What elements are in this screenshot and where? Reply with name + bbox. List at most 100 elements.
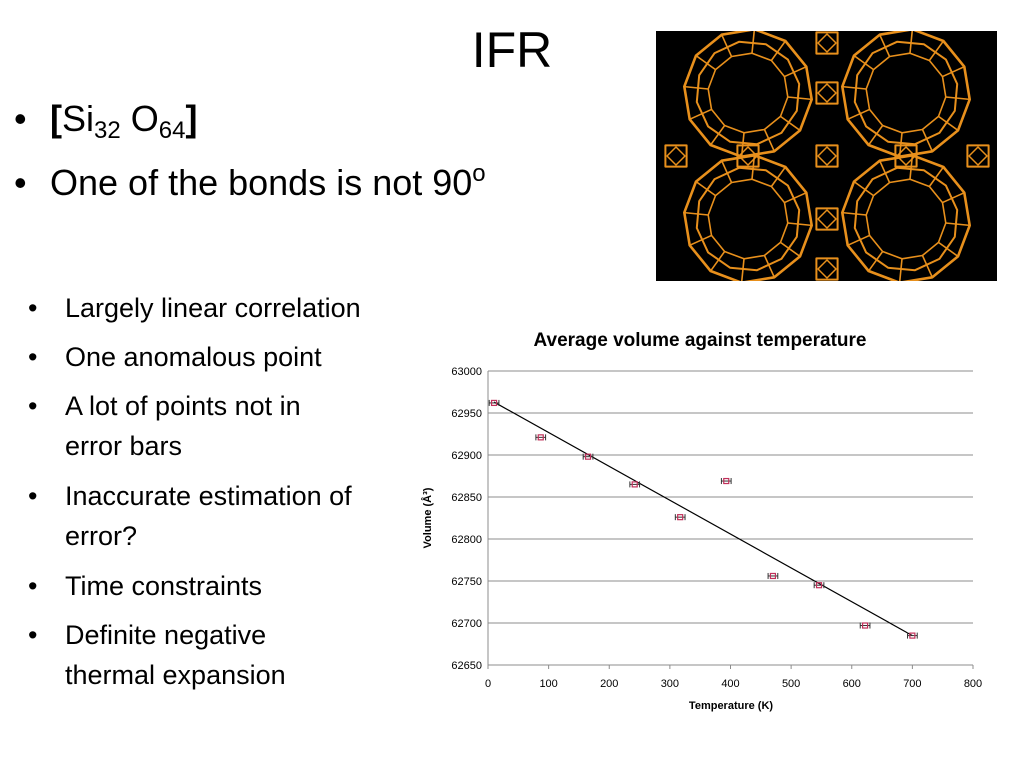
framework-strut (684, 211, 709, 216)
data-point (490, 399, 498, 407)
framework-strut (942, 191, 965, 204)
framework-strut (751, 29, 756, 54)
x-tick-label: 0 (485, 678, 491, 690)
framework-ring (682, 27, 813, 158)
chart-svg: Average volume against temperature Tempe… (421, 330, 982, 712)
framework-strut (695, 180, 716, 197)
framework-strut (945, 96, 970, 101)
framework-strut (763, 255, 776, 278)
framework-strut (853, 180, 874, 197)
framework-ring (664, 144, 688, 168)
x-tick-label: 300 (661, 678, 679, 690)
framework-strut (780, 241, 801, 258)
data-point (631, 481, 638, 488)
y-tick-label: 62650 (451, 660, 482, 672)
y-tick-label: 62850 (451, 492, 482, 504)
volume-temperature-chart: Average volume against temperature Tempe… (412, 318, 1012, 718)
framework-strut (784, 191, 807, 204)
framework-ring (896, 146, 916, 166)
framework-strut (770, 40, 787, 61)
data-point (537, 434, 544, 441)
x-tick-label: 200 (600, 678, 618, 690)
framework-strut (847, 108, 870, 121)
framework-strut (898, 258, 903, 283)
framework-strut (938, 241, 959, 258)
data-point (909, 632, 916, 639)
framework-drawing (664, 27, 990, 284)
x-tick-label: 700 (903, 678, 921, 690)
data-point (677, 514, 684, 521)
framework-ring (666, 146, 686, 166)
framework-ring (817, 259, 837, 279)
framework-ring (707, 52, 789, 134)
framework-ring (968, 146, 988, 166)
framework-strut (720, 34, 733, 57)
framework-strut (867, 251, 884, 272)
framework-ring (815, 257, 839, 281)
x-tick-label: 800 (964, 678, 982, 690)
x-tick-label: 400 (721, 678, 739, 690)
framework-strut (763, 129, 776, 152)
data-point (769, 572, 777, 580)
framework-ring (853, 40, 959, 146)
data-point (584, 453, 592, 460)
framework-strut (928, 40, 945, 61)
data-point (861, 622, 869, 629)
framework-strut (780, 115, 801, 132)
framework-ring (817, 33, 837, 53)
y-tick-label: 62700 (451, 618, 482, 630)
framework-ring (695, 40, 801, 146)
framework-strut (720, 160, 733, 183)
chart-title: Average volume against temperature (534, 330, 867, 351)
framework-strut (689, 234, 712, 247)
framework-ring (815, 144, 839, 168)
framework-strut (842, 211, 867, 216)
framework-ring (736, 144, 760, 168)
framework-ring (815, 31, 839, 55)
zeolite-structure-image (656, 27, 997, 284)
framework-strut (787, 96, 812, 101)
framework-ring (817, 209, 837, 229)
framework-strut (853, 54, 874, 71)
framework-ring (853, 166, 959, 272)
framework-strut (770, 166, 787, 187)
framework-strut (878, 160, 891, 183)
x-tick-label: 600 (843, 678, 861, 690)
y-tick-label: 62800 (451, 534, 482, 546)
framework-strut (842, 85, 867, 90)
y-tick-label: 62950 (451, 408, 482, 420)
framework-ring (817, 146, 837, 166)
x-axis-label: Temperature (K) (689, 700, 773, 712)
data-point (815, 582, 823, 589)
framework-strut (867, 125, 884, 146)
framework-strut (938, 115, 959, 132)
framework-strut (684, 85, 709, 90)
framework-strut (909, 29, 914, 54)
framework-strut (921, 129, 934, 152)
y-tick-label: 62750 (451, 576, 482, 588)
framework-strut (945, 222, 970, 227)
framework-ring (817, 83, 837, 103)
framework-ring (966, 144, 990, 168)
y-tick-label: 63000 (451, 366, 482, 378)
framework-ring (865, 52, 947, 134)
framework-ring (815, 207, 839, 231)
x-tick-label: 500 (782, 678, 800, 690)
data-point (723, 477, 730, 485)
framework-ring (841, 27, 972, 158)
framework-strut (740, 258, 745, 283)
framework-strut (784, 65, 807, 78)
framework-strut (847, 234, 870, 247)
framework-ring (682, 154, 813, 284)
framework-ring (894, 144, 918, 168)
trendline (493, 401, 913, 637)
framework-ring (841, 154, 972, 284)
framework-strut (689, 108, 712, 121)
x-tick-label: 100 (539, 678, 557, 690)
y-tick-label: 62900 (451, 450, 482, 462)
framework-ring (695, 166, 801, 272)
framework-strut (921, 255, 934, 278)
framework-strut (878, 34, 891, 57)
framework-strut (787, 222, 812, 227)
framework-ring (865, 178, 947, 260)
